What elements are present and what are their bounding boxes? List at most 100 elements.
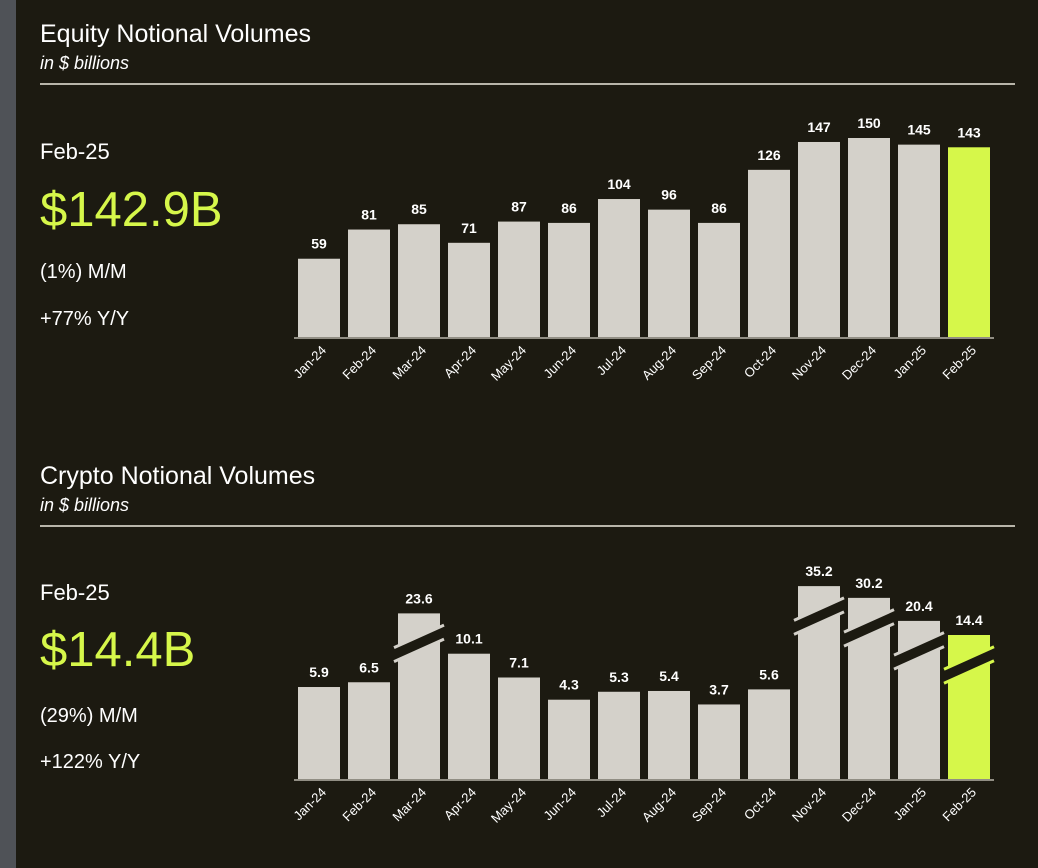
data-label-Oct-24: 126	[757, 147, 781, 163]
crypto-period: Feb-25	[40, 580, 110, 605]
axis-break-edge-top	[793, 596, 845, 622]
x-tick-Aug-24: Aug-24	[639, 785, 679, 825]
x-tick-Jul-24: Jul-24	[593, 343, 629, 379]
bar-Jun-24	[548, 222, 590, 337]
bar-Sep-24	[698, 222, 740, 337]
data-label-Aug-24: 5.4	[659, 668, 679, 684]
bar-Jan-25	[898, 144, 940, 337]
bar-Oct-24	[748, 689, 790, 779]
bar-May-24	[498, 677, 540, 779]
data-label-Feb-24: 81	[361, 207, 377, 223]
data-label-Sep-24: 3.7	[709, 681, 729, 697]
x-tick-Jan-24: Jan-24	[290, 785, 329, 824]
bar-Jan-24	[298, 258, 340, 337]
crypto-yoy: +122% Y/Y	[40, 751, 141, 773]
bar-Mar-24	[398, 224, 440, 337]
equity-value: $142.9B	[40, 183, 223, 237]
data-label-Aug-24: 96	[661, 187, 677, 203]
equity-divider	[40, 83, 1015, 85]
bar-Oct-24	[748, 169, 790, 337]
bar-Aug-24	[648, 209, 690, 337]
crypto-subtitle: in $ billions	[40, 495, 130, 515]
axis-break-edge-bottom	[893, 645, 945, 671]
axis-break-edge-bottom	[943, 659, 995, 685]
data-label-Jun-24: 86	[561, 200, 577, 216]
bar-Jul-24	[598, 691, 640, 779]
x-tick-Feb-24: Feb-24	[339, 343, 379, 383]
data-label-Jan-25: 145	[907, 122, 931, 138]
axis-break-edge-top	[943, 645, 995, 671]
x-tick-Oct-24: Oct-24	[741, 785, 779, 823]
axis-break-Jan-25	[894, 633, 944, 669]
x-tick-Jun-24: Jun-24	[540, 343, 579, 382]
crypto-value: $14.4B	[40, 623, 196, 677]
data-label-Feb-25: 14.4	[955, 612, 982, 628]
equity-yoy: +77% Y/Y	[40, 308, 130, 330]
equity-title: Equity Notional Volumes	[40, 20, 311, 48]
window-edge	[0, 0, 16, 868]
x-tick-Jan-25: Jan-25	[890, 343, 929, 382]
x-tick-Jun-24: Jun-24	[540, 785, 579, 824]
x-tick-Sep-24: Sep-24	[689, 343, 729, 383]
axis-break-edge-top	[893, 631, 945, 657]
bar-Apr-24	[448, 653, 490, 779]
x-tick-Feb-25: Feb-25	[939, 343, 979, 383]
crypto-divider	[40, 525, 1015, 527]
bar-Feb-25	[948, 147, 990, 337]
x-tick-Aug-24: Aug-24	[639, 343, 679, 383]
crypto-title: Crypto Notional Volumes	[40, 462, 316, 490]
data-label-Sep-24: 86	[711, 200, 727, 216]
data-label-Nov-24: 147	[807, 119, 831, 135]
axis-break-edge-top	[393, 623, 445, 649]
equity-mom: (1%) M/M	[40, 261, 127, 283]
data-label-Apr-24: 10.1	[455, 631, 482, 647]
bar-Jun-24	[548, 699, 590, 779]
x-tick-May-24: May-24	[488, 785, 529, 826]
bar-Feb-24	[348, 682, 390, 779]
data-label-Oct-24: 5.6	[759, 666, 779, 682]
x-tick-Dec-24: Dec-24	[839, 785, 879, 825]
axis-break-edge-bottom	[393, 637, 445, 663]
bar-Sep-24	[698, 704, 740, 779]
data-label-Mar-24: 85	[411, 201, 427, 217]
data-label-Dec-24: 150	[857, 115, 881, 131]
x-tick-Sep-24: Sep-24	[689, 785, 729, 825]
bar-Dec-24	[848, 138, 890, 337]
data-label-May-24: 87	[511, 199, 527, 215]
x-tick-Nov-24: Nov-24	[789, 785, 829, 825]
equity-section: Equity Notional Volumes in $ billions Fe…	[40, 0, 1015, 430]
data-label-May-24: 7.1	[509, 654, 529, 670]
x-tick-Feb-25: Feb-25	[939, 785, 979, 825]
data-label-Mar-24: 23.6	[405, 590, 432, 606]
data-label-Jan-24: 59	[311, 236, 327, 252]
x-tick-Nov-24: Nov-24	[789, 343, 829, 383]
bar-Nov-24	[798, 141, 840, 337]
x-tick-Jan-24: Jan-24	[290, 343, 329, 382]
data-label-Nov-24: 35.2	[805, 563, 832, 579]
crypto-mom: (29%) M/M	[40, 705, 138, 727]
axis-break-Mar-24	[394, 626, 444, 661]
bar-Jan-24	[298, 687, 340, 779]
x-tick-May-24: May-24	[488, 343, 529, 384]
x-tick-Oct-24: Oct-24	[741, 343, 779, 381]
axis-break-edge-bottom	[793, 610, 845, 636]
data-label-Jan-24: 5.9	[309, 664, 329, 680]
axis-break-edge-top	[843, 608, 895, 634]
equity-period: Feb-25	[40, 139, 110, 164]
axis-break-edge-bottom	[843, 622, 895, 648]
bar-Aug-24	[648, 690, 690, 779]
x-tick-Mar-24: Mar-24	[389, 343, 429, 383]
bar-Jul-24	[598, 199, 640, 337]
data-label-Apr-24: 71	[461, 220, 477, 236]
data-label-Jan-25: 20.4	[905, 598, 932, 614]
axis-break-Nov-24	[794, 598, 844, 634]
crypto-section: Crypto Notional Volumes in $ billions Fe…	[40, 442, 1015, 868]
x-tick-Jul-24: Jul-24	[593, 785, 629, 821]
x-tick-Feb-24: Feb-24	[339, 785, 379, 825]
axis-break-Dec-24	[844, 610, 894, 646]
x-tick-Apr-24: Apr-24	[441, 785, 479, 823]
data-label-Jun-24: 4.3	[559, 677, 579, 693]
x-tick-Apr-24: Apr-24	[441, 343, 479, 381]
data-label-Dec-24: 30.2	[855, 575, 882, 591]
